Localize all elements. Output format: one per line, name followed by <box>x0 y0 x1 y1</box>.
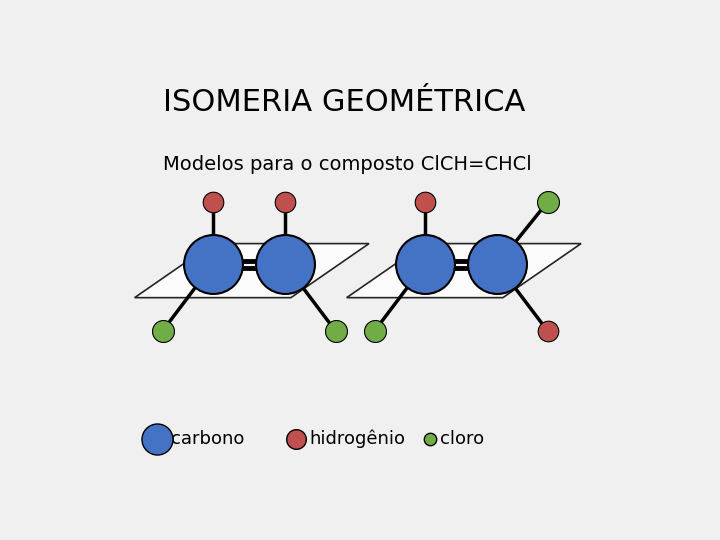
Point <box>541 327 553 335</box>
Text: Modelos para o composto ClCH=CHCl: Modelos para o composto ClCH=CHCl <box>163 155 531 174</box>
Point <box>279 198 291 206</box>
Polygon shape <box>135 244 369 298</box>
Point <box>369 327 380 335</box>
Point <box>330 327 341 335</box>
Point <box>419 260 431 269</box>
Point <box>207 198 219 206</box>
Point <box>279 260 291 269</box>
Point <box>492 260 503 269</box>
Text: cloro: cloro <box>441 430 485 448</box>
Point <box>157 327 168 335</box>
Text: hidrogênio: hidrogênio <box>310 430 405 448</box>
Text: ISOMERIA GEOMÉTRICA: ISOMERIA GEOMÉTRICA <box>163 87 525 117</box>
Point <box>151 435 163 443</box>
Point <box>541 198 553 206</box>
Point <box>425 435 436 443</box>
Point <box>419 198 431 206</box>
Point <box>291 435 302 443</box>
Point <box>207 260 219 269</box>
Text: carbono: carbono <box>171 430 244 448</box>
Polygon shape <box>347 244 581 298</box>
